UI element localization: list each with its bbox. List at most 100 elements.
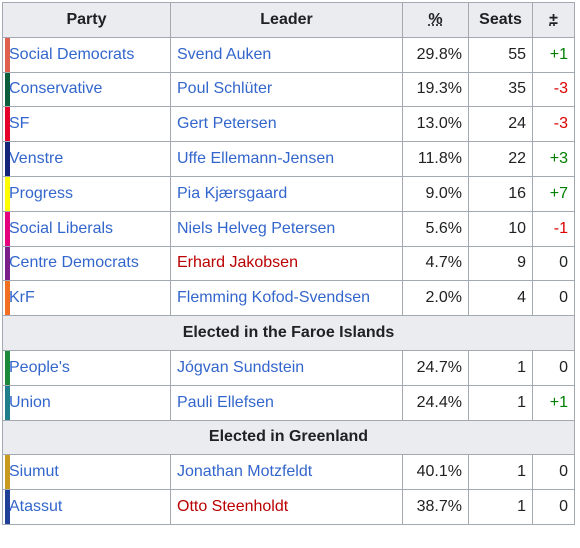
seat-count: 1 [468, 489, 533, 525]
party-cell: Social Democrats [2, 36, 171, 73]
leader-link[interactable]: Pauli Ellefsen [177, 393, 274, 411]
leader-link[interactable]: Uffe Ellemann-Jensen [177, 150, 335, 168]
vote-percent: 2.0% [402, 280, 469, 317]
column-header-change[interactable]: ± [532, 2, 575, 38]
party-cell: People's [2, 349, 171, 386]
party-cell: KrF [2, 280, 171, 317]
party-cell: Venstre [2, 141, 171, 177]
party-link[interactable]: Venstre [9, 150, 64, 168]
seat-count: 16 [468, 175, 533, 212]
party-link[interactable]: SF [9, 115, 30, 133]
leader-link[interactable]: Pia Kjærsgaard [177, 184, 288, 202]
seat-count: 55 [468, 36, 533, 73]
table-row: Conservative Poul Schlüter 19.3% 35 -3 [2, 71, 575, 108]
leader-cell: Pia Kjærsgaard [170, 175, 403, 212]
party-cell: Centre Democrats [2, 245, 171, 282]
party-link[interactable]: KrF [9, 289, 35, 307]
column-header-seats[interactable]: Seats [468, 2, 533, 38]
seat-count: 1 [468, 384, 533, 421]
party-link[interactable]: Social Liberals [9, 219, 114, 237]
column-header-percent[interactable]: % [402, 2, 469, 38]
leader-cell: Otto Steenholdt [170, 489, 403, 525]
seat-change: -3 [532, 106, 575, 143]
party-cell: Conservative [2, 71, 171, 108]
leader-cell: Uffe Ellemann-Jensen [170, 141, 403, 177]
leader-link[interactable]: Jonathan Motzfeldt [177, 463, 313, 481]
party-link[interactable]: Atassut [9, 498, 63, 516]
table-row: Venstre Uffe Ellemann-Jensen 11.8% 22 +3 [2, 141, 575, 177]
vote-percent: 4.7% [402, 245, 469, 282]
leader-link[interactable]: Erhard Jakobsen [177, 254, 298, 272]
seat-count: 24 [468, 106, 533, 143]
section-title: Elected in Greenland [2, 419, 575, 456]
party-color-swatch [5, 212, 10, 246]
party-color-swatch [5, 386, 10, 420]
seat-count: 10 [468, 210, 533, 247]
party-link[interactable]: Progress [9, 184, 74, 202]
party-color-swatch [5, 73, 10, 106]
seat-count: 4 [468, 280, 533, 317]
header-row: Party Leader % Seats ± [2, 2, 575, 38]
vote-percent: 40.1% [402, 454, 469, 491]
party-color-swatch [5, 177, 10, 211]
party-link[interactable]: Centre Democrats [9, 254, 139, 272]
seat-count: 1 [468, 349, 533, 386]
table-row: Siumut Jonathan Motzfeldt 40.1% 1 0 [2, 454, 575, 491]
column-header-party[interactable]: Party [2, 2, 171, 38]
leader-link[interactable]: Gert Petersen [177, 115, 277, 133]
table-row: Social Democrats Svend Auken 29.8% 55 +1 [2, 36, 575, 73]
section-header-row: Elected in the Faroe Islands [2, 315, 575, 351]
party-color-swatch [5, 490, 10, 524]
party-link[interactable]: Siumut [9, 463, 59, 481]
column-header-leader[interactable]: Leader [170, 2, 403, 38]
party-cell: Atassut [2, 489, 171, 525]
vote-percent: 29.8% [402, 36, 469, 73]
seat-count: 22 [468, 141, 533, 177]
party-link[interactable]: Conservative [9, 80, 103, 98]
vote-percent: 24.7% [402, 349, 469, 386]
party-link[interactable]: Social Democrats [9, 45, 135, 63]
table-row: Centre Democrats Erhard Jakobsen 4.7% 9 0 [2, 245, 575, 282]
party-link[interactable]: People's [9, 358, 70, 376]
leader-cell: Gert Petersen [170, 106, 403, 143]
vote-percent: 24.4% [402, 384, 469, 421]
party-link[interactable]: Union [9, 393, 51, 411]
seat-change: 0 [532, 280, 575, 317]
vote-percent: 5.6% [402, 210, 469, 247]
seat-change: +1 [532, 36, 575, 73]
seat-change: +3 [532, 141, 575, 177]
seat-change: +1 [532, 384, 575, 421]
leader-link[interactable]: Svend Auken [177, 45, 272, 63]
leader-link[interactable]: Poul Schlüter [177, 80, 273, 98]
party-cell: Progress [2, 175, 171, 212]
table-row: KrF Flemming Kofod-Svendsen 2.0% 4 0 [2, 280, 575, 317]
party-cell: SF [2, 106, 171, 143]
party-color-swatch [5, 142, 10, 176]
seat-change: 0 [532, 245, 575, 282]
results-body: Social Democrats Svend Auken 29.8% 55 +1 Cons… [2, 36, 575, 525]
leader-cell: Flemming Kofod-Svendsen [170, 280, 403, 317]
leader-cell: Jógvan Sundstein [170, 349, 403, 386]
party-color-swatch [5, 281, 10, 315]
percent-header-label: % [428, 10, 443, 28]
election-results-table: Party Leader % Seats ± Social Democrats S… [2, 2, 575, 525]
leader-link[interactable]: Flemming Kofod-Svendsen [177, 289, 370, 307]
vote-percent: 11.8% [402, 141, 469, 177]
leader-cell: Jonathan Motzfeldt [170, 454, 403, 491]
table-row: Social Liberals Niels Helveg Petersen 5.6%… [2, 210, 575, 247]
leader-link[interactable]: Jógvan Sundstein [177, 358, 305, 376]
leader-cell: Erhard Jakobsen [170, 245, 403, 282]
leader-link[interactable]: Niels Helveg Petersen [177, 219, 336, 237]
seat-count: 1 [468, 454, 533, 491]
seat-change: +7 [532, 175, 575, 212]
seat-change: 0 [532, 454, 575, 491]
seat-count: 35 [468, 71, 533, 108]
leader-cell: Niels Helveg Petersen [170, 210, 403, 247]
party-cell: Union [2, 384, 171, 421]
party-color-swatch [5, 351, 10, 385]
table-row: Union Pauli Ellefsen 24.4% 1 +1 [2, 384, 575, 421]
party-color-swatch [5, 107, 10, 141]
vote-percent: 19.3% [402, 71, 469, 108]
seat-change: 0 [532, 349, 575, 386]
leader-link[interactable]: Otto Steenholdt [177, 498, 289, 516]
